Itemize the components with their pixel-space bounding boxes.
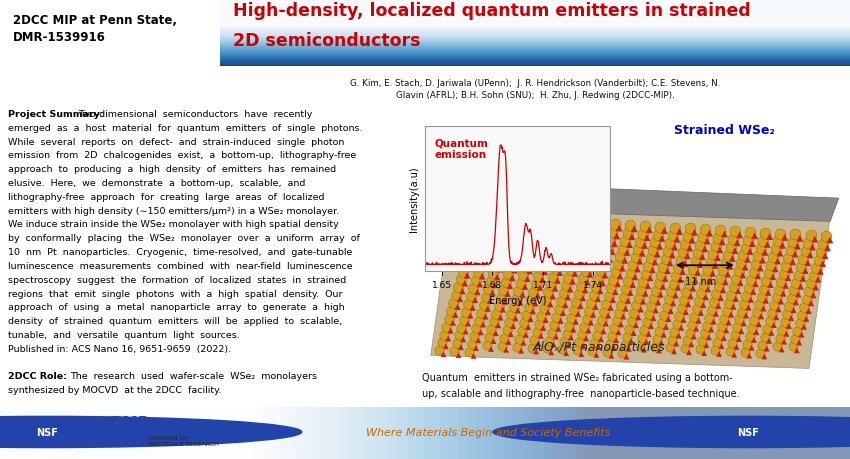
Text: approach  to  producing  a  high  density  of  emitters  has  remained: approach to producing a high density of … [8, 165, 336, 174]
Text: lithography-free  approach  for  creating  large  areas  of  localized: lithography-free approach for creating l… [8, 192, 325, 202]
Text: Strained WSe₂: Strained WSe₂ [673, 124, 774, 137]
Text: tunable,  and  versatile  quantum  light  sources.: tunable, and versatile quantum light sou… [8, 330, 240, 339]
Text: 2DCC Role:: 2DCC Role: [8, 372, 67, 381]
Text: 2DCC MIP at Penn State,: 2DCC MIP at Penn State, [14, 14, 177, 27]
Text: ~11 nm: ~11 nm [677, 276, 716, 286]
Text: DMR-1539916: DMR-1539916 [14, 31, 106, 44]
Text: Project Summary:: Project Summary: [8, 110, 104, 119]
Text: Quantum  emitters in strained WSe₂ fabricated using a bottom-: Quantum emitters in strained WSe₂ fabric… [422, 373, 733, 382]
Text: AlOₓ/Pt nanoparticles: AlOₓ/Pt nanoparticles [533, 340, 666, 353]
Text: G. Kim, E. Stach, D. Jariwala (UPenn);  J. R. Hendrickson (Vanderbilt); C.E. Ste: G. Kim, E. Stach, D. Jariwala (UPenn); J… [350, 78, 720, 100]
Text: NSF: NSF [737, 427, 759, 437]
Text: External User Project - 2022: External User Project - 2022 [11, 53, 177, 63]
Text: density  of  strained  quantum  emitters  will  be  applied  to  scalable,: density of strained quantum emitters wil… [8, 316, 343, 325]
Text: High-density, localized quantum emitters in strained: High-density, localized quantum emitters… [233, 2, 751, 20]
Text: Published in: ACS Nano 16, 9651-9659  (2022).: Published in: ACS Nano 16, 9651-9659 (20… [8, 344, 231, 353]
Polygon shape [431, 204, 830, 369]
Text: DMR: DMR [110, 415, 150, 430]
Text: emission  from  2D  chalcogenides  exist,  a  bottom-up,  lithography-free: emission from 2D chalcogenides exist, a … [8, 151, 356, 160]
Text: We induce strain inside the WSe₂ monolayer with high spatial density: We induce strain inside the WSe₂ monolay… [8, 220, 339, 229]
Text: regions  that  emit  single  photons  with  a  high  spatial  density.  Our: regions that emit single photons with a … [8, 289, 343, 298]
Circle shape [0, 416, 302, 448]
Text: emerged  as  a  host  material  for  quantum  emitters  of  single  photons.: emerged as a host material for quantum e… [8, 123, 362, 133]
X-axis label: Energy (eV): Energy (eV) [489, 295, 547, 305]
Circle shape [493, 416, 850, 448]
Text: luminescence  measurements  combined  with  near-field  luminescence: luminescence measurements combined with … [8, 261, 353, 270]
Y-axis label: Intensity(a.u): Intensity(a.u) [410, 166, 419, 232]
Text: Two-dimensional  semiconductors  have  recently: Two-dimensional semiconductors have rece… [78, 110, 313, 119]
Text: approach  of  using  a  metal  nanoparticle  array  to  generate  a  high: approach of using a metal nanoparticle a… [8, 302, 344, 312]
Text: 10  nm  Pt  nanoparticles.  Cryogenic,  time-resolved,  and  gate-tunable: 10 nm Pt nanoparticles. Cryogenic, time-… [8, 247, 353, 257]
Text: synthesized by MOCVD  at the 2DCC  facility.: synthesized by MOCVD at the 2DCC facilit… [8, 386, 221, 394]
Text: 2DCC-MIP: 2DCC-MIP [782, 427, 840, 437]
Text: The  research  used  wafer-scale  WSe₂  monolayers: The research used wafer-scale WSe₂ monol… [70, 372, 317, 381]
Text: While  several  reports  on  defect-  and  strain-induced  single  photon: While several reports on defect- and str… [8, 137, 344, 146]
Polygon shape [452, 183, 839, 222]
Text: Where Materials Begin and Society Benefits: Where Materials Begin and Society Benefi… [366, 427, 609, 437]
Text: spectroscopy  suggest  the  formation  of  localized  states  in  strained: spectroscopy suggest the formation of lo… [8, 275, 346, 284]
Text: emitters with high density (∼150 emitters/μm²) in a WSe₂ monolayer.: emitters with high density (∼150 emitter… [8, 206, 339, 215]
Text: up, scalable and lithography-free  nanoparticle-based technique.: up, scalable and lithography-free nanopa… [422, 388, 740, 398]
Text: elusive.  Here,  we  demonstrate  a  bottom-up,  scalable,  and: elusive. Here, we demonstrate a bottom-u… [8, 179, 305, 188]
Text: Quantum
emission: Quantum emission [434, 138, 488, 160]
Text: DIVISION OF
MATERIALS RESEARCH: DIVISION OF MATERIALS RESEARCH [149, 435, 218, 446]
Text: 2D semiconductors: 2D semiconductors [233, 32, 420, 50]
Text: by  conformally  placing  the  WSe₂  monolayer  over  a  uniform  array  of: by conformally placing the WSe₂ monolaye… [8, 234, 360, 243]
Text: NSF: NSF [36, 427, 58, 437]
Point [817, 51, 830, 59]
